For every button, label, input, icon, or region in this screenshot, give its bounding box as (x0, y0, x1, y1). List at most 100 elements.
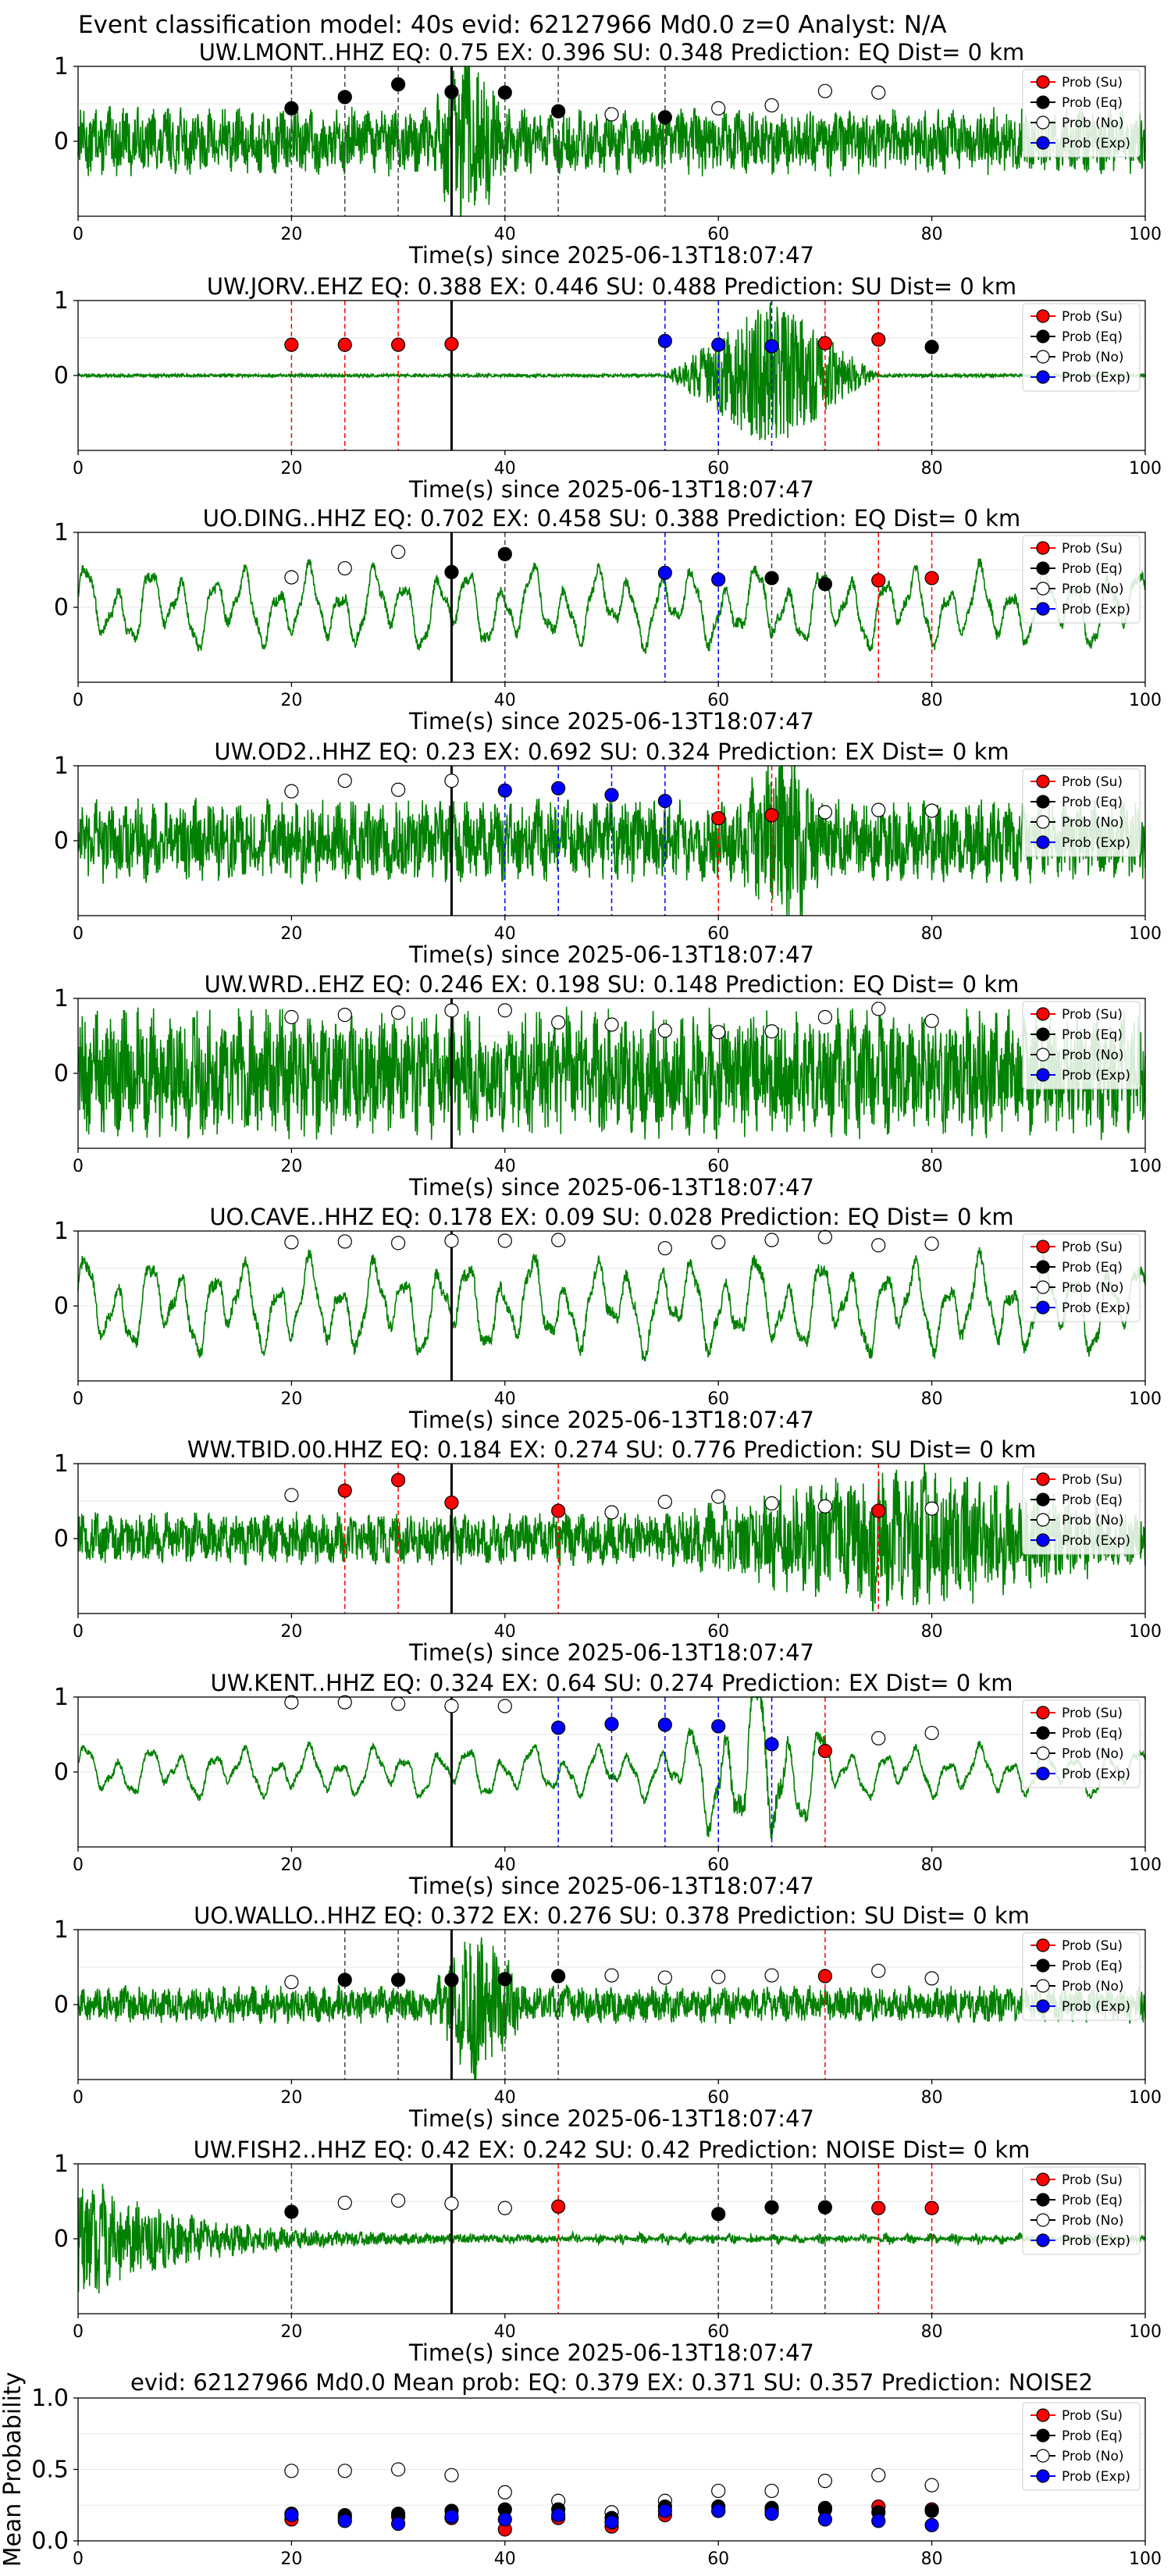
prob-point-no (284, 1975, 299, 1990)
prob-point-no (337, 774, 352, 788)
x-tick-label: 20 (280, 1389, 302, 1409)
x-tick-label: 20 (280, 691, 302, 710)
x-tick-label: 0 (73, 225, 84, 244)
panel-title: UW.OD2..HHZ EQ: 0.23 EX: 0.692 SU: 0.324… (214, 738, 1009, 765)
prob-point-no (871, 1238, 886, 1253)
prob-point-no (764, 1496, 779, 1510)
prob-point-no (657, 1240, 672, 1256)
panel-title: UW.WRD..EHZ EQ: 0.246 EX: 0.198 SU: 0.14… (205, 971, 1020, 998)
legend-marker-no (1036, 2449, 1050, 2463)
y-tick-label: 0 (54, 1060, 69, 1087)
legend-marker-exp (1036, 136, 1050, 150)
prob-point-no (604, 1968, 619, 1983)
y-axis-label: Mean Probability (0, 2372, 27, 2567)
legend-label-no: Prob (No) (1062, 1048, 1124, 1063)
y-tick-label: 0 (54, 362, 69, 390)
legend-label-su: Prob (Su) (1062, 541, 1123, 557)
x-tick-label: 100 (1129, 2088, 1162, 2108)
legend-label-no: Prob (No) (1062, 1746, 1124, 1762)
x-tick-label: 40 (494, 1856, 516, 1875)
prob-point-exp (657, 333, 672, 348)
legend-label-eq: Prob (Eq) (1062, 1493, 1123, 1508)
prob-point-no (711, 1025, 726, 1040)
prob-point-su (924, 571, 939, 585)
x-tick-label: 100 (1129, 1622, 1162, 1642)
prob-point-su (817, 1744, 833, 1759)
legend-marker-su (1036, 309, 1050, 323)
x-axis-label: Time(s) since 2025-06-13T18:07:47 (408, 2339, 814, 2366)
prob-point-eq (764, 571, 779, 585)
prob-point-su (817, 1969, 833, 1984)
x-tick-label: 80 (921, 924, 943, 944)
prob-point-no (817, 84, 833, 98)
x-tick-label: 80 (921, 1856, 943, 1875)
x-tick-label: 100 (1129, 2322, 1162, 2342)
legend-frame (1022, 1001, 1141, 1090)
prob-point-no (764, 98, 779, 113)
x-tick-label: 40 (494, 2549, 516, 2569)
x-tick-label: 60 (707, 1157, 729, 1176)
prob-point-exp (711, 1719, 726, 1734)
station-panel-4: UW.WRD..EHZ EQ: 0.246 EX: 0.198 SU: 0.14… (54, 971, 1162, 1201)
panel-title: UW.JORV..EHZ EQ: 0.388 EX: 0.446 SU: 0.4… (207, 273, 1016, 300)
prob-point-eq (444, 564, 459, 579)
station-panel-7: UW.KENT..HHZ EQ: 0.324 EX: 0.64 SU: 0.27… (54, 1670, 1162, 1899)
waveform-trace (77, 765, 1146, 916)
legend-label-exp: Prob (Exp) (1062, 136, 1130, 151)
legend-label-su: Prob (Su) (1062, 2408, 1123, 2424)
x-tick-label: 0 (73, 1622, 84, 1642)
mean-point-exp (711, 2503, 726, 2518)
x-tick-label: 0 (73, 2549, 84, 2569)
prob-point-no (711, 101, 726, 116)
y-tick-label: 1 (54, 753, 69, 780)
x-tick-label: 80 (921, 2549, 943, 2569)
prob-point-no (284, 784, 299, 799)
prob-point-exp (551, 781, 566, 795)
x-axis-label: Time(s) since 2025-06-13T18:07:47 (408, 941, 814, 968)
prob-point-no (497, 1699, 512, 1713)
waveform-trace (77, 302, 1146, 440)
prob-point-no (657, 1970, 672, 1985)
prob-point-exp (711, 337, 726, 352)
legend-label-eq: Prob (Eq) (1062, 1027, 1123, 1043)
prob-point-su (711, 811, 726, 826)
prob-point-no (657, 1023, 672, 1038)
prob-point-eq (817, 577, 833, 592)
legend-label-no: Prob (No) (1062, 1513, 1124, 1528)
prob-point-no (337, 1008, 352, 1023)
legend-label-no: Prob (No) (1062, 1979, 1124, 1994)
panel-title: evid: 62127966 Md0.0 Mean prob: EQ: 0.37… (130, 2369, 1093, 2396)
legend-label-exp: Prob (Exp) (1062, 2469, 1130, 2485)
prob-point-exp (657, 794, 672, 809)
panel-title: UO.DING..HHZ EQ: 0.702 EX: 0.458 SU: 0.3… (203, 505, 1020, 532)
prob-point-exp (657, 565, 672, 580)
prob-point-su (391, 337, 406, 352)
mean-point-exp (337, 2514, 352, 2528)
x-tick-label: 20 (280, 2322, 302, 2342)
x-tick-label: 0 (73, 924, 84, 944)
prob-point-no (391, 1236, 406, 1251)
prob-point-no (871, 1002, 886, 1016)
prob-point-no (497, 1003, 512, 1018)
prob-point-no (391, 782, 406, 797)
prob-point-exp (764, 339, 779, 354)
legend-label-eq: Prob (Eq) (1062, 95, 1123, 111)
legend-marker-no (1036, 116, 1050, 130)
mean-point-exp (871, 2514, 886, 2528)
mean-point-exp (764, 2507, 779, 2521)
prob-point-exp (551, 1720, 566, 1735)
legend-marker-eq (1036, 795, 1050, 809)
legend-marker-no (1036, 1048, 1050, 1062)
legend-label-eq: Prob (Eq) (1062, 2428, 1123, 2444)
station-panel-2: UO.DING..HHZ EQ: 0.702 EX: 0.458 SU: 0.3… (54, 505, 1162, 735)
x-tick-label: 60 (707, 2088, 729, 2108)
prob-point-no (817, 1009, 833, 1025)
prob-point-no (337, 1695, 352, 1710)
legend-frame (1022, 2166, 1141, 2255)
prob-point-su (871, 573, 886, 588)
legend-marker-su (1036, 774, 1050, 788)
mean-point-exp (924, 2517, 939, 2532)
mean-point-exp (551, 2507, 566, 2523)
waveform-trace (77, 1247, 1146, 1361)
legend-frame (1022, 303, 1141, 392)
